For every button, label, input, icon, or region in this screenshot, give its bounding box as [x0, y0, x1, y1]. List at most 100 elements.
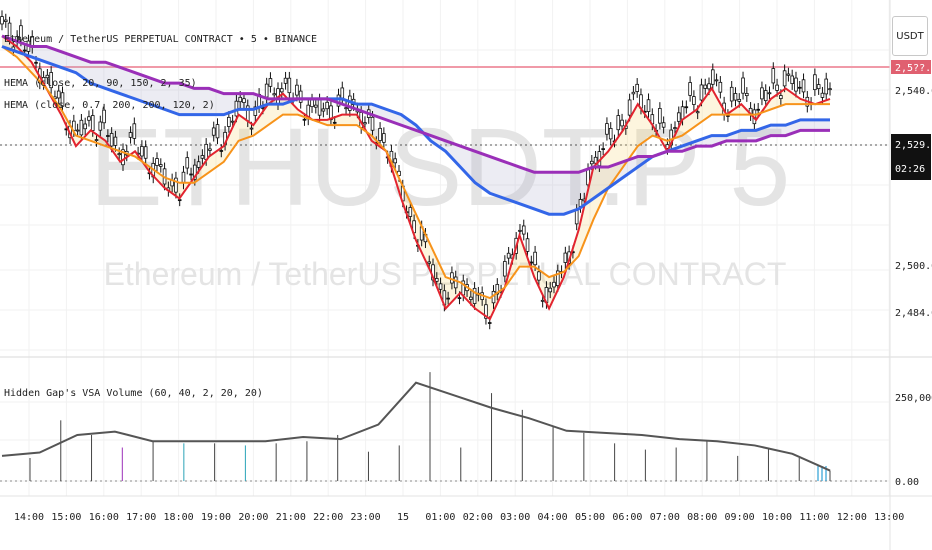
time-tick-label: 04:00: [538, 512, 568, 523]
candle: [729, 86, 734, 102]
resistance-price-tag: [891, 60, 931, 74]
candle: [75, 129, 80, 132]
candle: [627, 99, 632, 116]
candle: [820, 92, 825, 98]
symbol-title[interactable]: Ethereum / TetherUS PERPETUAL CONTRACT •…: [4, 34, 318, 45]
candle: [106, 135, 110, 137]
candle: [363, 122, 367, 125]
time-tick-label: 05:00: [575, 512, 605, 523]
volume-indicator-legend[interactable]: Hidden Gap's VSA Volume (60, 40, 2, 20, …: [4, 388, 263, 399]
candle: [703, 84, 708, 89]
candle: [83, 123, 87, 130]
candle: [537, 271, 541, 281]
price-tick-label: 2,484.00: [895, 308, 932, 319]
candle: [283, 77, 288, 84]
candle: [695, 111, 700, 114]
candle: [185, 157, 190, 169]
candle: [658, 108, 662, 124]
candle: [518, 229, 522, 232]
volume-average-line: [1, 381, 831, 472]
candle: [340, 87, 345, 99]
time-axis[interactable]: 14:00 15:00 16:00 17:00 18:00 19:00 20:00 21:00…: [14, 512, 904, 523]
candle: [298, 90, 303, 103]
candle: [249, 127, 254, 130]
candle: [555, 270, 560, 286]
candle: [227, 116, 231, 127]
candle: [763, 90, 768, 102]
candle: [631, 91, 636, 95]
candle: [45, 74, 50, 79]
candle: [211, 127, 216, 136]
currency-button[interactable]: USDT: [892, 16, 928, 56]
time-tick-label: 13:00: [874, 512, 904, 523]
time-tick-label: 21:00: [276, 512, 306, 523]
candle: [117, 153, 122, 156]
candle: [321, 108, 326, 112]
candle: [661, 122, 666, 128]
candle: [563, 252, 568, 263]
time-tick-label: 07:00: [650, 512, 680, 523]
candle: [745, 93, 749, 97]
candle: [174, 177, 178, 193]
candle: [193, 164, 197, 180]
candle: [521, 225, 526, 235]
candle: [540, 299, 545, 302]
candle: [733, 93, 738, 101]
candle: [158, 164, 163, 167]
countdown-text: 02:26: [895, 164, 925, 175]
candle: [487, 322, 492, 324]
time-tick-label: 03:00: [500, 512, 530, 523]
candle: [824, 78, 829, 95]
candle: [268, 78, 273, 87]
candle: [775, 84, 779, 91]
candle: [329, 105, 333, 121]
candle: [344, 107, 348, 110]
candle: [79, 119, 84, 136]
time-tick-label: 23:00: [351, 512, 381, 523]
candle: [790, 75, 794, 85]
candle: [525, 238, 530, 252]
watermark-ticker: ETHUSDT.P 5: [90, 106, 791, 229]
candle: [684, 106, 689, 109]
candle: [155, 158, 159, 166]
candle: [242, 98, 246, 103]
candle: [605, 123, 609, 135]
indicator-legend-1[interactable]: HEMA (close, 20, 90, 150, 2, 35): [4, 78, 197, 89]
candle: [503, 261, 507, 277]
candle: [593, 156, 598, 164]
time-tick-label: 02:00: [463, 512, 493, 523]
price-tick-label: 2,500.00: [895, 261, 932, 272]
candle: [801, 79, 806, 93]
candle: [272, 93, 277, 96]
candle: [828, 88, 832, 91]
candle: [771, 68, 776, 84]
ma-line-1: [1, 35, 831, 321]
time-tick-label: 10:00: [762, 512, 792, 523]
candle: [737, 98, 742, 102]
time-tick-label: 18:00: [164, 512, 194, 523]
candle: [87, 116, 91, 121]
candle: [472, 287, 477, 304]
candle: [140, 146, 144, 157]
indicator-legend-2[interactable]: HEMA (close, 0.7, 200, 200, 120, 2): [4, 100, 215, 111]
time-tick-label: 08:00: [687, 512, 717, 523]
candle: [779, 95, 783, 99]
time-tick-label: 17:00: [126, 512, 156, 523]
candle: [816, 84, 821, 90]
price-axis[interactable]: 2,540.00 2,500.00 2,484.00 250,000.00 0.00: [895, 86, 932, 488]
candle: [427, 261, 432, 264]
candle: [469, 296, 473, 300]
time-tick-label: 01:00: [425, 512, 455, 523]
candle: [196, 161, 201, 168]
candle: [457, 297, 462, 300]
candle: [552, 281, 556, 288]
price-tick-label: 2,540.00: [895, 86, 932, 97]
candle: [635, 83, 639, 92]
candle: [756, 108, 760, 111]
candle: [692, 96, 696, 105]
candle: [741, 77, 745, 94]
ma-line-3: [1, 45, 830, 216]
candle: [453, 276, 458, 289]
time-tick-label: 11:00: [799, 512, 829, 523]
